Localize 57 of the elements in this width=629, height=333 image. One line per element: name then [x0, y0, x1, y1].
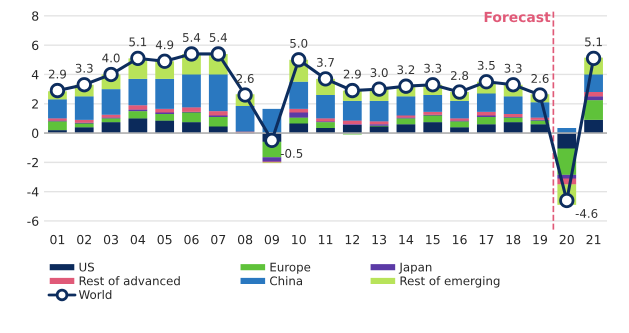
x-tick-label: 20: [560, 234, 574, 244]
x-tick-label: 13: [372, 234, 386, 244]
y-tick-label: 6: [32, 40, 38, 50]
data-label: 5.0: [290, 38, 308, 48]
data-label: 2.9: [344, 70, 361, 79]
x-tick-label: 02: [77, 234, 91, 244]
data-label: 4.9: [156, 40, 174, 50]
data-label: 2.8: [451, 71, 468, 80]
data-label: 3.3: [76, 64, 93, 73]
data-label: 3.3: [424, 64, 442, 73]
legend-label: Europe: [270, 262, 310, 274]
x-tick-label: 08: [238, 234, 252, 244]
y-tick-label: 2: [32, 99, 38, 109]
y-tick-label: -4: [27, 187, 38, 196]
data-label: -4.6: [576, 209, 598, 218]
x-tick-label: 10: [292, 234, 306, 244]
data-label: 5.4: [182, 33, 200, 42]
x-tick-label: 19: [533, 234, 548, 244]
x-tick-label: 07: [211, 234, 226, 244]
x-tick-label: 18: [506, 234, 520, 244]
y-tick-label: 8: [32, 11, 38, 21]
y-tick-label: 4: [32, 70, 38, 80]
y-tick-label: -6: [27, 216, 38, 226]
x-tick-label: 12: [346, 234, 360, 244]
legend-label: Rest of emerging: [400, 276, 500, 288]
legend-label: US: [80, 262, 94, 272]
legend-label: Japan: [398, 262, 432, 274]
data-label: 5.1: [129, 38, 146, 46]
x-tick-label: 05: [158, 234, 172, 244]
data-label: 2.9: [48, 70, 66, 79]
x-tick-label: 15: [426, 235, 440, 244]
data-label: 3.7: [317, 58, 334, 67]
x-tick-label: 04: [130, 234, 146, 244]
x-tick-label: 03: [104, 234, 118, 244]
x-tick-label: 11: [318, 235, 332, 244]
ref-line-label: Forecast: [484, 12, 550, 22]
data-label: 5.4: [210, 33, 228, 42]
x-tick-label: 06: [184, 234, 199, 244]
legend-label: China: [270, 276, 302, 286]
x-tick-label: 17: [480, 235, 494, 244]
data-label: 3.5: [478, 60, 495, 70]
x-tick-label: 21: [586, 234, 600, 244]
x-tick-label: 09: [264, 234, 279, 244]
data-label: 5.1: [585, 38, 602, 46]
data-label: 2.6: [531, 74, 549, 83]
data-label: 2.6: [236, 74, 254, 83]
y-tick-label: -2: [27, 158, 38, 168]
x-tick-label: 14: [399, 235, 414, 244]
data-label: 3.2: [397, 65, 414, 74]
legend-label: World: [78, 290, 112, 300]
legend-label: Rest of advanced: [80, 276, 180, 286]
x-tick-label: 16: [452, 234, 467, 244]
data-label: 4.0: [102, 54, 120, 62]
data-label: 3.3: [504, 64, 522, 73]
y-tick-label: 0: [32, 128, 38, 138]
data-label: 3.0: [370, 68, 388, 78]
x-tick-label: 01: [50, 234, 64, 244]
